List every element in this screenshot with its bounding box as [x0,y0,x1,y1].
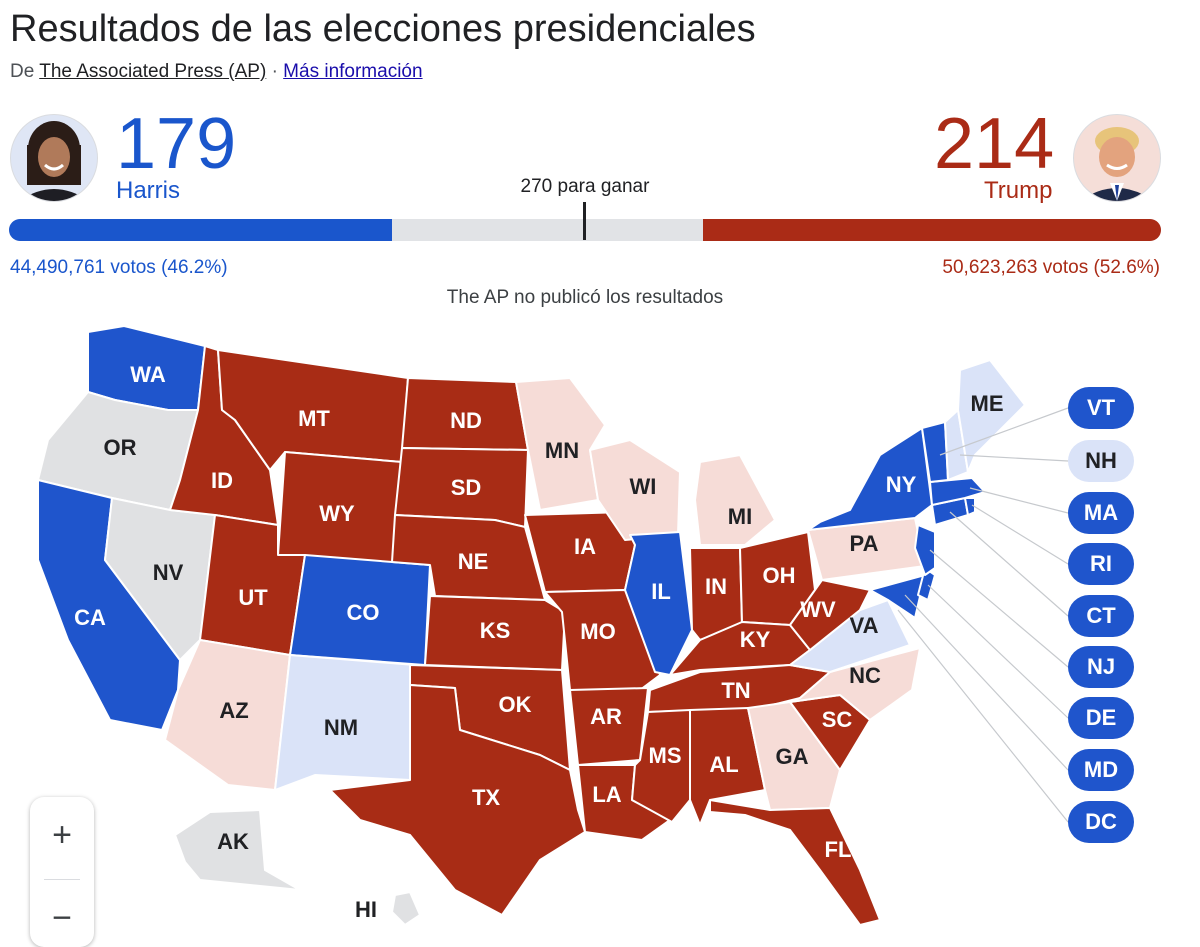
zoom-control: + − [30,797,94,947]
trump-popular-votes: 50,623,263 votos (52.6%) [942,257,1160,278]
state-labels: WA OR CA NV ID MT WY UT AZ CO NM ND SD N… [74,362,1003,922]
trump-electoral-count: 214 [934,104,1055,184]
state-label-NC: NC [849,663,881,688]
state-TX[interactable] [329,684,586,916]
state-NC[interactable] [789,647,921,721]
state-MD[interactable] [869,574,926,619]
state-pill-DC[interactable]: DC [1068,801,1134,843]
state-NJ[interactable] [914,524,936,576]
harris-name: Harris [116,177,180,204]
state-label-AK: AK [217,829,249,854]
threshold-label: 270 para ganar [520,176,650,197]
zoom-divider [44,879,80,880]
trump-name: Trump [984,177,1053,204]
state-label-AZ: AZ [219,698,248,723]
state-label-UT: UT [238,585,268,610]
state-label-IL: IL [651,579,671,604]
state-label-VA: VA [850,613,879,638]
state-HI[interactable] [391,891,421,925]
state-DE[interactable] [917,567,936,601]
state-label-PA: PA [850,531,879,556]
page-title: Resultados de las elecciones presidencia… [10,8,756,50]
more-info-link[interactable]: Más información [283,61,423,82]
state-label-WV: WV [800,597,836,622]
state-AK[interactable] [174,809,301,891]
source-separator: · [271,61,278,82]
state-label-KS: KS [480,618,511,643]
state-label-AR: AR [590,704,622,729]
threshold-marker [583,202,586,240]
harris-electoral-count: 179 [116,104,237,184]
state-label-IN: IN [705,574,727,599]
state-MI[interactable] [694,454,776,546]
trump-bar-fill [702,219,1161,241]
state-label-CO: CO [347,600,380,625]
state-label-ND: ND [450,408,482,433]
state-label-LA: LA [592,782,621,807]
zoom-out-button[interactable]: − [52,899,72,937]
state-label-MT: MT [298,406,330,431]
state-pill-DE[interactable]: DE [1068,697,1134,739]
state-label-MN: MN [545,438,579,463]
state-label-SC: SC [822,707,853,732]
state-pill-NH[interactable]: NH [1068,440,1134,482]
state-label-NE: NE [458,549,489,574]
state-label-WI: WI [630,474,657,499]
state-label-NM: NM [324,715,358,740]
harris-popular-votes: 44,490,761 votos (46.2%) [10,257,228,278]
state-pill-RI[interactable]: RI [1068,543,1134,585]
state-ME[interactable] [957,359,1026,473]
state-NM[interactable] [274,654,416,791]
state-label-FL: FL [825,837,852,862]
state-IL[interactable] [624,531,693,676]
state-FL[interactable] [709,799,881,925]
state-label-WY: WY [319,501,355,526]
state-pill-MA[interactable]: MA [1068,492,1134,534]
state-RI[interactable] [964,497,976,516]
us-electoral-map: WA OR CA NV ID MT WY UT AZ CO NM ND SD N… [37,325,1069,925]
state-label-ID: ID [211,468,233,493]
state-label-AL: AL [709,752,738,777]
harris-avatar [10,114,98,202]
state-label-WA: WA [130,362,166,387]
source-link[interactable]: The Associated Press (AP) [39,61,267,82]
state-label-ME: ME [971,391,1004,416]
state-label-KY: KY [740,627,771,652]
state-pill-MD[interactable]: MD [1068,749,1134,791]
no-results-note: The AP no publicó los resultados [446,287,724,308]
state-label-NY: NY [886,472,917,497]
state-label-HI: HI [355,897,377,922]
state-pill-CT[interactable]: CT [1068,595,1134,637]
state-MA[interactable] [929,477,986,506]
zoom-in-button[interactable]: + [52,816,72,854]
state-label-TX: TX [472,785,500,810]
state-label-SD: SD [451,475,482,500]
state-label-MS: MS [649,743,682,768]
state-label-NV: NV [153,560,184,585]
source-line: De The Associated Press (AP) · Más infor… [10,60,423,84]
source-prefix: De [10,61,35,82]
state-label-OH: OH [763,563,796,588]
callout-lines [897,407,1069,823]
state-label-TN: TN [721,678,750,703]
state-label-OK: OK [499,692,532,717]
trump-avatar [1073,114,1161,202]
state-label-GA: GA [776,744,809,769]
state-label-OR: OR [104,435,137,460]
state-pill-VT[interactable]: VT [1068,387,1134,429]
state-label-MI: MI [728,504,752,529]
state-KS[interactable] [424,595,566,671]
state-label-MO: MO [580,619,615,644]
state-pill-NJ[interactable]: NJ [1068,646,1134,688]
state-label-CA: CA [74,605,106,630]
state-label-IA: IA [574,534,596,559]
harris-bar-fill [9,219,393,241]
